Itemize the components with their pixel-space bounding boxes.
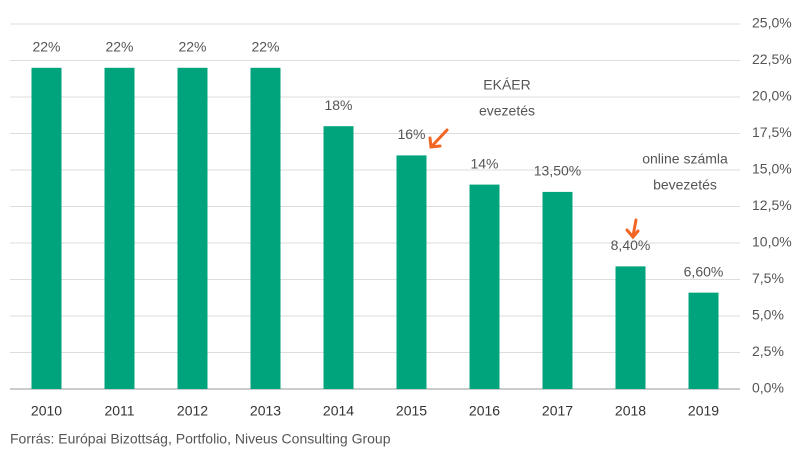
bar bbox=[542, 191, 573, 389]
arrow bbox=[430, 128, 449, 148]
x-tick-label: 2017 bbox=[542, 403, 573, 419]
y-tick-label: 2,5% bbox=[752, 343, 784, 359]
value-label: 18% bbox=[324, 97, 352, 113]
annotation-arrows bbox=[428, 128, 640, 240]
y-tick-label: 25,0% bbox=[752, 15, 792, 31]
value-label: 22% bbox=[32, 39, 60, 55]
x-tick-label: 2019 bbox=[688, 403, 719, 419]
y-tick-label: 0,0% bbox=[752, 380, 784, 396]
value-label: 6,60% bbox=[684, 263, 724, 279]
arrow-head bbox=[625, 228, 640, 240]
y-tick-label: 12,5% bbox=[752, 197, 792, 213]
y-tick-label: 20,0% bbox=[752, 88, 792, 104]
x-tick-label: 2014 bbox=[323, 403, 354, 419]
bar bbox=[469, 184, 500, 389]
y-tick-label: 5,0% bbox=[752, 307, 784, 323]
y-tick-label: 15,0% bbox=[752, 161, 792, 177]
bar bbox=[323, 126, 354, 389]
x-tick-label: 2011 bbox=[104, 403, 134, 419]
value-label: 13,50% bbox=[534, 163, 581, 179]
bar bbox=[615, 266, 646, 389]
y-tick-label: 17,5% bbox=[752, 124, 792, 140]
x-tick-label: 2012 bbox=[177, 403, 208, 419]
annotation: online számla bbox=[642, 151, 728, 167]
arrow-head bbox=[428, 136, 442, 149]
bar bbox=[688, 292, 719, 389]
value-label: 14% bbox=[470, 155, 498, 171]
plot: 0,0% 2,5% 5,0% 7,5% 10,0% 12,5% 15,0% 17,5% 20,0… bbox=[10, 15, 792, 419]
value-label: 16% bbox=[397, 126, 425, 142]
value-label: 22% bbox=[105, 39, 133, 55]
annotation: bevezetés bbox=[653, 177, 717, 193]
annotation: EKÁER bbox=[483, 77, 530, 93]
value-label: 22% bbox=[178, 39, 206, 55]
x-tick-label: 2015 bbox=[396, 403, 427, 419]
bar bbox=[104, 67, 135, 390]
bar bbox=[177, 67, 208, 390]
y-tick-label: 7,5% bbox=[752, 270, 784, 286]
x-tick-label: 2010 bbox=[31, 403, 62, 419]
x-tick-label: 2018 bbox=[615, 403, 646, 419]
value-label: 22% bbox=[251, 39, 279, 55]
annotation: evezetés bbox=[479, 103, 535, 119]
source-note: Forrás: Európai Bizottság, Portfolio, Ni… bbox=[10, 431, 391, 447]
value-label: 8,40% bbox=[611, 237, 651, 253]
y-tick-label: 10,0% bbox=[752, 234, 792, 250]
x-tick-label: 2016 bbox=[469, 403, 500, 419]
arrow bbox=[631, 218, 638, 238]
bar bbox=[31, 67, 62, 390]
bar bbox=[250, 67, 281, 390]
bar bbox=[396, 155, 427, 389]
x-tick-label: 2013 bbox=[250, 403, 281, 419]
y-tick-label: 22,5% bbox=[752, 51, 792, 67]
